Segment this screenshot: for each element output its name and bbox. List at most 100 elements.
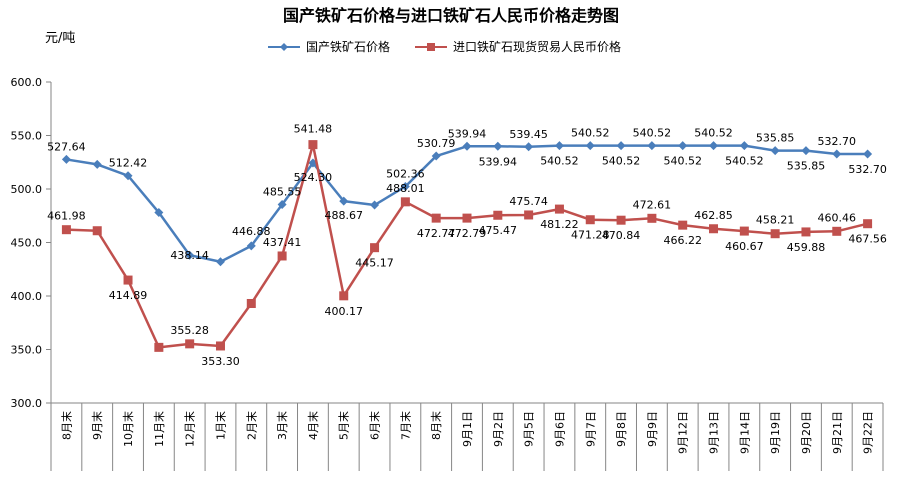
x-tick-label: 9月21日 <box>831 411 844 454</box>
data-label-imported: 437.41 <box>263 236 302 249</box>
data-point-imported <box>678 220 688 230</box>
data-point-domestic <box>554 141 564 151</box>
legend-label-imported: 进口铁矿石现货贸易人民币价格 <box>453 39 621 54</box>
legend-label-domestic: 国产铁矿石价格 <box>306 39 390 54</box>
x-tick-label: 9月19日 <box>769 411 782 454</box>
data-point-domestic <box>154 208 164 218</box>
data-label-imported: 471.28 <box>571 229 610 242</box>
data-label-domestic: 539.45 <box>509 128 548 141</box>
x-tick-label: 9月9日 <box>646 411 659 447</box>
data-label-imported: 488.01 <box>386 182 425 195</box>
data-point-domestic <box>739 141 749 151</box>
data-point-domestic <box>524 142 534 152</box>
data-label-domestic: 540.52 <box>633 127 672 140</box>
data-point-imported <box>832 226 842 236</box>
x-tick-label: 9月13日 <box>708 411 721 454</box>
data-point-imported <box>61 225 71 235</box>
data-point-imported <box>462 213 472 223</box>
data-point-domestic <box>678 141 688 151</box>
data-label-domestic: 540.52 <box>663 155 702 168</box>
x-tick-label: 7月末 <box>398 411 412 440</box>
data-point-domestic <box>493 141 503 151</box>
legend-marker-domestic <box>280 43 288 51</box>
data-point-domestic <box>123 171 133 181</box>
data-point-domestic <box>462 141 472 151</box>
x-tick-label: 2月末 <box>244 411 258 440</box>
data-point-imported <box>400 197 410 207</box>
data-point-imported <box>339 291 349 301</box>
data-label-imported: 460.67 <box>725 240 764 253</box>
data-point-imported <box>154 342 164 352</box>
data-point-imported <box>431 213 441 223</box>
data-label-imported: 472.61 <box>633 198 672 211</box>
x-tick-label: 9月2日 <box>492 411 505 447</box>
data-label-domestic: 535.85 <box>756 132 795 145</box>
data-label-imported: 481.22 <box>540 218 579 231</box>
data-point-domestic <box>92 159 102 169</box>
data-point-imported <box>524 210 534 220</box>
data-point-domestic <box>400 181 410 191</box>
data-label-imported: 460.46 <box>818 211 857 224</box>
data-label-domestic: 438.14 <box>170 249 209 262</box>
data-point-imported <box>709 224 719 234</box>
y-axis-unit: 元/吨 <box>45 31 75 46</box>
x-tick-label: 8月末 <box>59 411 73 440</box>
data-label-imported: 462.85 <box>694 209 733 222</box>
y-tick-label: 300.0 <box>11 397 43 410</box>
data-point-imported <box>863 219 873 229</box>
x-tick-label: 9月1日 <box>461 411 474 447</box>
data-point-domestic <box>370 200 380 210</box>
y-tick-label: 550.0 <box>11 130 43 143</box>
data-point-imported <box>246 298 256 308</box>
data-point-domestic <box>61 154 71 164</box>
data-point-imported <box>92 226 102 236</box>
legend-marker-imported <box>427 43 435 51</box>
axes: 300.0 350.0 400.0 450.0 500.0 550.0 600.0 8月末 9月… <box>11 76 884 471</box>
data-point-imported <box>585 215 595 225</box>
data-point-domestic <box>616 141 626 151</box>
data-label-imported: 414.89 <box>109 289 148 302</box>
data-label-domestic: 524.30 <box>294 171 333 184</box>
y-tick-label: 600.0 <box>11 76 43 89</box>
data-point-domestic <box>185 250 195 260</box>
data-point-imported <box>616 215 626 225</box>
data-label-imported: 470.84 <box>602 229 641 242</box>
data-point-imported <box>493 210 503 220</box>
data-label-imported: 472.77 <box>417 227 456 240</box>
x-tick-label: 4月末 <box>306 411 320 440</box>
data-label-imported: 466.22 <box>663 234 702 247</box>
data-label-domestic: 535.85 <box>787 160 826 173</box>
x-tick-label: 8月末 <box>429 411 443 440</box>
data-label-domestic: 512.42 <box>109 157 148 170</box>
data-point-imported <box>370 243 380 253</box>
x-tick-label: 1月末 <box>213 411 227 440</box>
data-point-imported <box>647 213 657 223</box>
y-tick-label: 350.0 <box>11 344 43 357</box>
legend: 国产铁矿石价格 进口铁矿石现货贸易人民币价格 <box>268 39 621 54</box>
x-tick-label: 5月末 <box>337 411 351 440</box>
data-point-domestic <box>709 141 719 151</box>
x-tick-label: 9月14日 <box>738 411 751 454</box>
data-label-domestic: 527.64 <box>47 140 86 153</box>
data-point-imported <box>215 341 225 351</box>
data-point-domestic <box>863 149 873 159</box>
data-point-imported <box>770 229 780 239</box>
data-label-imported: 458.21 <box>756 214 795 227</box>
data-label-domestic: 540.52 <box>725 155 764 168</box>
y-tick-label: 500.0 <box>11 183 43 196</box>
data-point-domestic <box>647 141 657 151</box>
x-tick-label: 11月末 <box>152 411 166 447</box>
chart-title: 国产铁矿石价格与进口铁矿石人民币价格走势图 <box>283 6 619 25</box>
data-label-imported: 459.88 <box>787 241 826 254</box>
data-point-domestic <box>770 146 780 156</box>
y-tick-label: 450.0 <box>11 237 43 250</box>
data-label-imported: 353.30 <box>201 355 240 368</box>
x-tick-label: 9月5日 <box>523 411 536 447</box>
data-point-imported <box>739 226 749 236</box>
x-tick-label: 9月末 <box>90 411 104 440</box>
data-label-domestic: 488.67 <box>324 209 363 222</box>
data-point-domestic <box>246 241 256 251</box>
data-label-imported: 461.98 <box>47 210 86 223</box>
data-label-domestic: 446.88 <box>232 225 271 238</box>
